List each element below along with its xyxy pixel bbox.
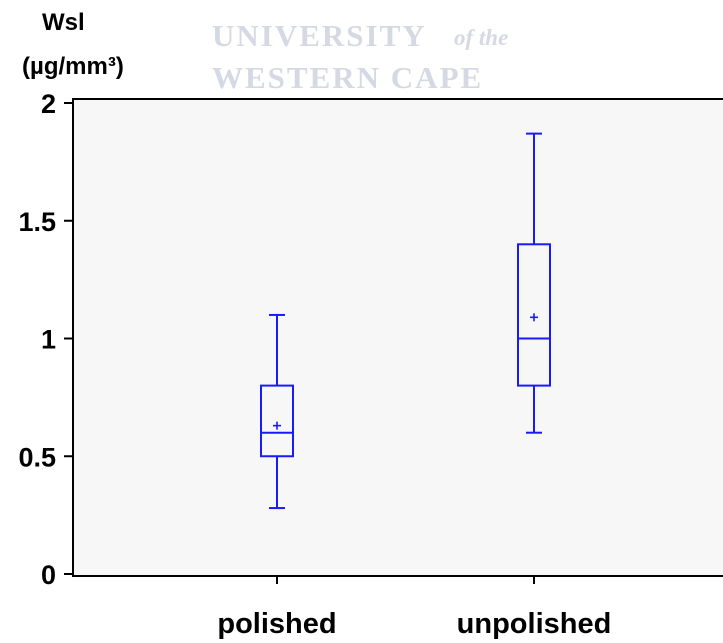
x-category-label: unpolished: [457, 608, 612, 640]
x-category-label: polished: [217, 608, 336, 640]
y-tick-label: 2: [41, 89, 56, 119]
y-tick-label: 0.5: [18, 442, 56, 472]
watermark: UNIVERSITY of the WESTERN CAPE: [212, 18, 508, 95]
y-tick-label: 0: [41, 560, 56, 590]
box-unpolished: [517, 132, 551, 434]
box-polished: [260, 313, 294, 510]
y-axis-title-line2: (µg/mm³): [22, 53, 124, 80]
watermark-line1-italic: of the: [454, 25, 508, 50]
x-axis: polished unpolished: [217, 576, 611, 640]
y-tick-label: 1.5: [18, 207, 56, 237]
plot-area: [72, 98, 723, 577]
watermark-line2: WESTERN CAPE: [212, 60, 483, 95]
y-axis: 0 0.5 1 1.5 2: [18, 89, 73, 590]
iqr-box: [260, 384, 294, 458]
watermark-line1: UNIVERSITY: [212, 18, 427, 53]
boxes: [260, 132, 551, 510]
iqr-box: [517, 243, 551, 387]
y-axis-title-line1: Wsl: [42, 9, 85, 36]
y-tick-label: 1: [41, 325, 56, 355]
